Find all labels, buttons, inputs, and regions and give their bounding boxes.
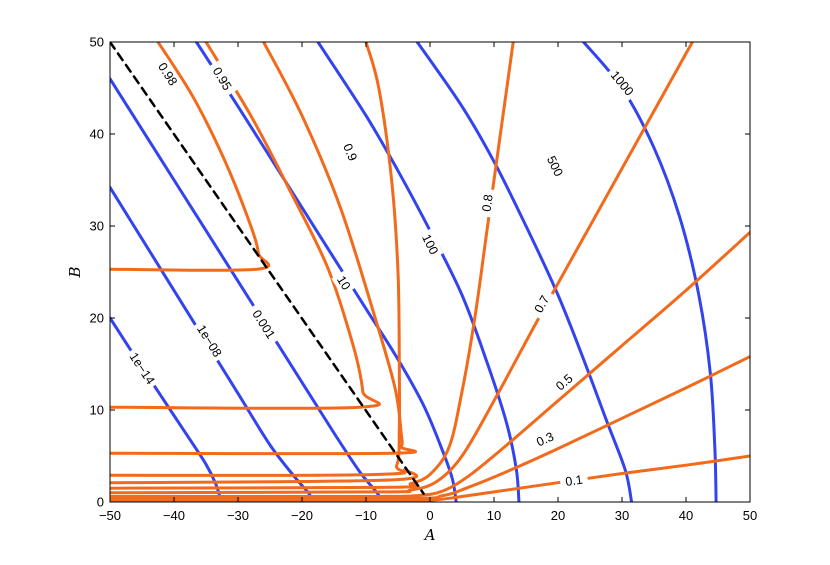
orange-contour-line <box>110 468 419 485</box>
contour-label-background <box>151 55 184 94</box>
blue-contour-line <box>194 42 458 502</box>
boundary-dashed-line <box>110 42 425 495</box>
contour-label-background <box>245 302 282 347</box>
contour-label-background <box>206 59 238 98</box>
contour-label-background <box>529 426 562 453</box>
orange-contour-line <box>110 42 417 456</box>
contour-label-group: 1e−08 <box>191 318 228 364</box>
contour-label: 10 <box>334 273 353 292</box>
x-tick-label: 0 <box>426 508 433 523</box>
orange-contour-line <box>110 42 271 272</box>
contour-label-group: 0.95 <box>206 59 238 98</box>
orange-contour-line <box>110 355 750 501</box>
contour-label-group: 0.7 <box>528 288 556 321</box>
contour-label-background <box>337 136 363 169</box>
x-tick-label: 50 <box>743 508 757 523</box>
contour-label: 1e−08 <box>194 322 224 359</box>
x-tick-label: −10 <box>355 508 377 523</box>
contour-label: 0.001 <box>249 307 278 341</box>
y-tick-label: 10 <box>90 403 104 418</box>
x-tick-label: 20 <box>551 508 565 523</box>
x-tick-label: −20 <box>291 508 313 523</box>
x-tick-label: 10 <box>487 508 501 523</box>
orange-contour-line <box>110 42 381 410</box>
orange-contour-line <box>110 42 407 477</box>
y-axis-label: B <box>66 266 84 278</box>
contour-label-background <box>604 64 640 102</box>
x-tick-label: 40 <box>679 508 693 523</box>
orange-contour-line <box>110 42 694 495</box>
contour-label-group: 1e−14 <box>123 346 161 391</box>
contour-label-group: 0.9 <box>337 136 363 169</box>
contour-label-background <box>123 346 161 391</box>
contour-label-group: 500 <box>541 150 569 183</box>
contour-label-group: 0.1 <box>559 470 589 491</box>
orange-contour-line <box>110 42 515 490</box>
x-tick-label: −40 <box>163 508 185 523</box>
y-tick-label: 40 <box>90 127 104 142</box>
y-tick-label: 0 <box>97 495 104 510</box>
contour-label-background <box>191 318 228 364</box>
x-tick-label: −50 <box>99 508 121 523</box>
contour-label-group: 0.001 <box>245 302 282 347</box>
y-tick-label: 30 <box>90 219 104 234</box>
contour-label-background <box>528 288 556 321</box>
contour-label-background <box>416 228 444 261</box>
contour-label-group: 0.98 <box>151 55 184 94</box>
contour-label-background <box>331 270 356 296</box>
orange-contour-line <box>110 230 750 499</box>
x-tick-label: 30 <box>615 508 629 523</box>
contour-label-background <box>541 150 569 183</box>
contour-label: 0.1 <box>564 473 583 489</box>
x-tick-label: −30 <box>227 508 249 523</box>
blue-contour-line <box>415 42 634 502</box>
contour-lines <box>110 42 750 502</box>
blue-contour-line <box>110 185 315 502</box>
contour-label-group: 0.5 <box>548 367 581 398</box>
contour-label-group: 10 <box>331 270 356 296</box>
contour-label-group: 0.8 <box>477 188 498 218</box>
contour-label: 0.9 <box>340 142 360 163</box>
contour-label-group: 0.3 <box>529 426 562 453</box>
orange-contour-line <box>110 454 750 502</box>
contour-label-background <box>548 367 581 398</box>
contour-label-group: 100 <box>416 228 444 261</box>
y-tick-label: 20 <box>90 311 104 326</box>
contour-label-background <box>559 470 589 491</box>
blue-contour-line <box>316 42 521 502</box>
contour-label-background <box>477 188 498 218</box>
blue-contour-line <box>582 42 718 502</box>
contour-label: 0.3 <box>534 429 556 449</box>
x-axis-label: A <box>423 526 436 544</box>
y-tick-label: 50 <box>90 35 104 50</box>
contour-label: 0.8 <box>479 193 495 212</box>
